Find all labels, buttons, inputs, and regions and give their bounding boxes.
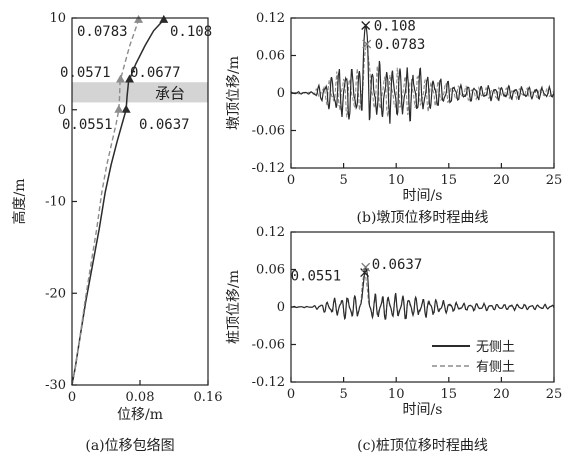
c-ytick-label-1: -0.06 — [252, 338, 285, 353]
c-y-axis-label: 桩顶位移/m — [225, 270, 242, 344]
b-peak-label-0783: 0.0783 — [375, 37, 426, 53]
a-ytick-label-4: 10 — [49, 11, 66, 26]
b-ticks: 0 5 10 15 20 25 -0.12 -0.06 0 0.06 0.12 — [252, 11, 563, 188]
b-xtick-label-5: 25 — [546, 173, 563, 188]
c-peak-marker-0 — [360, 268, 370, 278]
c-caption: (c)桩顶位移时程曲线 — [357, 437, 488, 454]
c-xtick-label-1: 5 — [339, 387, 347, 402]
b-xtick-label-2: 10 — [388, 173, 405, 188]
a-ytick-label-2: -10 — [45, 195, 66, 210]
c-legend: 无侧土 有侧土 — [432, 340, 515, 375]
b-peak-markers — [361, 21, 372, 49]
a-series-no_soil-marker-2 — [159, 14, 169, 23]
b-peak-label-108: 0.108 — [374, 19, 416, 35]
a-series-group — [71, 14, 169, 386]
c-ticks: 0 5 10 15 20 25 -0.12 -0.06 0 0.06 0.12 — [252, 225, 563, 402]
b-ytick-label-3: 0.06 — [256, 49, 285, 64]
a-pile-cap-label: 承台 — [155, 84, 185, 102]
a-pile-cap-band — [72, 82, 208, 103]
c-ytick-label-3: 0.06 — [256, 263, 285, 278]
b-y-axis-label: 墩顶位移/m — [226, 56, 242, 130]
a-caption: (a)位移包络图 — [85, 438, 174, 454]
b-series-group — [290, 23, 555, 124]
a-xtick-label-0: 0 — [68, 390, 76, 405]
b-xtick-label-3: 15 — [441, 173, 458, 188]
a-ytick-label-1: -20 — [45, 286, 66, 301]
c-ytick-label-0: -0.12 — [252, 375, 285, 390]
c-series-group — [290, 265, 555, 321]
a-xtick-label-2: 0.16 — [194, 390, 223, 405]
c-peak-label-0637: 0.0637 — [372, 257, 423, 273]
c-peak-marker-1 — [361, 262, 371, 272]
b-caption: (b)墩顶位移时程曲线 — [357, 210, 489, 226]
a-annotation-0637: 0.0637 — [139, 117, 190, 133]
c-xtick-label-5: 25 — [546, 387, 563, 402]
b-ytick-label-4: 0.12 — [256, 11, 285, 26]
a-ytick-label-0: -30 — [45, 378, 66, 393]
a-annotation-108: 0.108 — [170, 24, 212, 40]
a-series-no_soil-marker-1 — [125, 74, 135, 83]
b-ytick-label-2: 0 — [277, 86, 285, 101]
a-annotation-0677: 0.0677 — [130, 65, 181, 81]
b-series-no_soil-line — [290, 23, 555, 124]
b-ytick-label-0: -0.12 — [252, 161, 285, 176]
b-x-axis-label: 时间/s — [403, 188, 443, 204]
a-x-axis-label: 位移/m — [117, 407, 163, 423]
b-ytick-label-1: -0.06 — [252, 124, 285, 139]
a-series-no_soil-marker-0 — [121, 104, 131, 113]
c-legend-label-no-soil: 无侧土 — [476, 340, 515, 355]
c-x-axis-label: 时间/s — [403, 402, 443, 418]
a-series-with_soil-marker-2 — [134, 14, 144, 23]
panel-b-pier-top-history: 0 5 10 15 20 25 -0.12 -0.06 0 0.06 0.12 0.108 0.07… — [226, 11, 562, 226]
a-series-with_soil-marker-1 — [116, 74, 126, 83]
c-ytick-label-4: 0.12 — [256, 225, 285, 240]
b-xtick-label-1: 5 — [339, 173, 347, 188]
c-peak-markers — [360, 262, 371, 278]
c-xtick-label-3: 15 — [441, 387, 458, 402]
c-peak-label-0551: 0.0551 — [291, 269, 342, 285]
b-peak-marker-0 — [361, 21, 371, 30]
c-xtick-label-0: 0 — [287, 387, 295, 402]
a-y-axis-label: 高度/m — [11, 179, 28, 225]
a-annotation-0551: 0.0551 — [62, 117, 113, 133]
panel-c-pile-top-history: 0 5 10 15 20 25 -0.12 -0.06 0 0.06 0.12 0.0551 0.0… — [225, 225, 562, 454]
panel-a-displacement-envelope: 承台 0 0.08 0.16 -30 -20 -10 0 10 0.0783 0.108 0.… — [11, 11, 222, 454]
a-series-with_soil-line — [71, 19, 140, 386]
a-ticks: 0 0.08 0.16 -30 -20 -10 0 10 — [45, 11, 222, 405]
a-xtick-label-1: 0.08 — [126, 390, 155, 405]
c-xtick-label-2: 10 — [388, 387, 405, 402]
b-xtick-label-0: 0 — [287, 173, 295, 188]
a-series-no_soil-line — [71, 19, 165, 386]
a-annotation-0783: 0.0783 — [77, 24, 128, 40]
a-annotation-0571: 0.0571 — [60, 65, 111, 81]
c-series-no_soil-line — [290, 265, 555, 321]
c-legend-label-with-soil: 有侧土 — [476, 360, 515, 375]
b-xtick-label-4: 20 — [493, 173, 510, 188]
a-ytick-label-3: 0 — [58, 103, 66, 118]
b-peak-marker-1 — [362, 39, 372, 49]
c-xtick-label-4: 20 — [493, 387, 510, 402]
a-series-with_soil-marker-0 — [114, 104, 124, 113]
c-ytick-label-2: 0 — [277, 300, 285, 315]
